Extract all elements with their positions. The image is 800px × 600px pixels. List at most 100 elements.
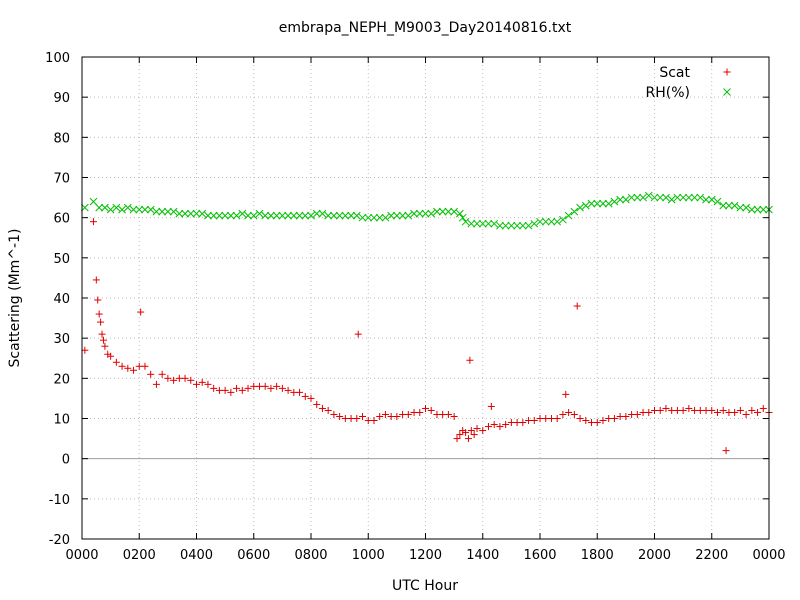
scat-point [422,404,429,412]
x-tick-label: 0400 [180,548,213,563]
x-tick-label: 1400 [466,548,499,563]
scat-point [453,435,461,443]
scat-point [713,408,721,416]
rh-point [633,193,642,202]
rh-point [410,209,418,218]
x-tick-label: 1200 [409,548,442,563]
rh-point [587,199,596,208]
scat-point [570,410,578,418]
scat-point [301,392,309,400]
scat-point [576,415,584,422]
rh-point [484,219,493,228]
rh-point [387,211,396,220]
rh-point [450,207,458,216]
scat-point [198,378,206,386]
rh-point [501,221,510,230]
x-tick-label: 0000 [752,548,785,563]
x-tick-label: 1600 [523,548,556,563]
scat-point [278,384,286,392]
y-tick-label: 50 [53,252,70,267]
rh-point [438,207,447,216]
scat-point [456,431,464,439]
x-tick-label: 0800 [294,548,327,563]
rh-point [181,209,189,218]
rh-point [101,203,109,212]
rh-point [478,219,487,228]
rh-point [398,211,407,220]
scat-point [565,408,573,416]
scat-point [118,362,126,370]
series-scat [81,218,773,455]
rh-point [261,211,270,220]
rh-point [358,213,367,222]
scat-point [748,406,756,414]
scat-point [107,352,115,360]
rh-point [289,211,298,220]
rh-point [226,211,235,220]
scat-point [147,370,155,378]
scat-point [193,380,200,388]
scat-point [381,410,389,418]
rh-point [164,207,172,216]
scat-point [354,330,362,338]
rh-point [421,209,430,218]
scat-point [466,356,474,364]
rh-point [112,203,121,212]
scat-point [204,380,212,388]
rh-point [198,209,207,218]
rh-point [702,195,710,204]
scat-point [170,376,178,384]
rh-point [404,211,413,220]
series-rh [81,191,773,230]
scat-point [137,308,145,316]
scat-point [376,412,384,420]
x-tick-label: 1000 [352,548,385,563]
scat-point [404,410,412,418]
scat-point [444,410,452,418]
scat-point [464,435,472,443]
scat-point [530,417,538,425]
scat-point [261,382,269,390]
rh-point [604,199,613,208]
scat-point [273,382,281,390]
rh-point [656,193,665,202]
x-tick-label: 2200 [695,548,728,563]
scat-point [599,417,607,425]
scat-point [502,421,510,429]
y-axis-label: Scattering (Mm^-1) [7,229,23,368]
y-tick-label: 0 [62,453,70,468]
scat-point [112,358,120,366]
rh-point [536,217,544,226]
scat-point [519,419,527,427]
scat-point [336,412,344,420]
scat-point [130,366,138,374]
rh-point [415,209,424,218]
y-tick-label: 20 [53,372,70,387]
axes: -20 -10 0 10 20 30 40 50 60 70 80 90 100 0000 0200 0400… [45,51,785,563]
scat-point [393,412,401,420]
scat-point [187,376,195,384]
scat-point [98,330,106,338]
scat-point [582,417,590,425]
rh-point [730,201,739,210]
rh-point [352,211,361,220]
scat-point [573,302,581,310]
rh-point [725,201,733,210]
rh-point [232,211,241,220]
scat-point [324,406,332,414]
rh-point [742,203,750,212]
scat-point [233,384,241,392]
scat-point [124,364,132,372]
scat-point [656,406,664,414]
scat-point [622,412,630,420]
rh-point [599,199,607,208]
rh-point [622,195,630,204]
scat-point [158,370,166,378]
scat-point [238,386,246,394]
x-tick-label: 0000 [65,548,98,563]
scat-point [685,404,693,412]
rh-point [186,209,195,218]
y-tick-label: 30 [53,332,70,347]
rh-point [272,211,281,220]
